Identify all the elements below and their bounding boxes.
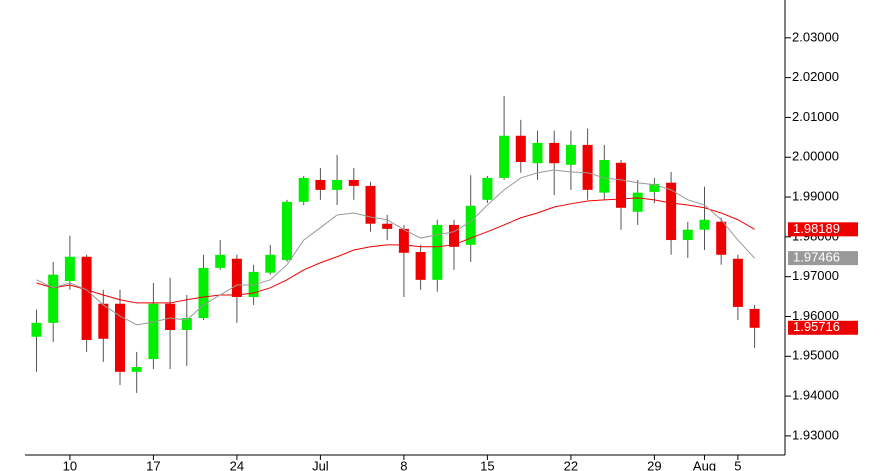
y-tick-label: 2.01000	[792, 109, 839, 124]
candle-body	[348, 179, 359, 186]
candle-body	[482, 177, 493, 200]
y-tick-label: 2.02000	[792, 69, 839, 84]
x-tick-label: 24	[230, 458, 244, 471]
candle-body	[31, 322, 42, 337]
moving-average-line	[36, 197, 755, 304]
candle-body	[666, 182, 677, 241]
candle-body	[81, 256, 92, 340]
x-tick-label: 29	[647, 458, 661, 471]
y-tick-label: 1.93000	[792, 427, 839, 442]
last-value-box	[788, 222, 858, 237]
x-tick-label: 8	[400, 458, 407, 471]
candle-body	[549, 142, 560, 164]
candle-body	[181, 318, 192, 331]
y-tick-label: 2.00000	[792, 149, 839, 164]
moving-average-line	[36, 169, 755, 326]
candle-body	[265, 254, 276, 273]
candle-body	[465, 205, 476, 245]
candle-body	[682, 229, 693, 241]
candle-body	[165, 303, 176, 331]
y-tick-label: 2.03000	[792, 29, 839, 44]
x-tick-label: Jul	[312, 458, 329, 471]
y-tick-label: 1.96000	[792, 308, 839, 323]
candle-body	[64, 256, 75, 282]
last-value-box	[788, 320, 858, 335]
candle-body	[298, 177, 309, 202]
candle-body	[231, 258, 242, 297]
candle-body	[699, 219, 710, 230]
candle-body	[398, 228, 409, 253]
candle-body	[332, 179, 343, 190]
candle-body	[616, 162, 626, 208]
candle-body	[732, 258, 743, 307]
candle-body	[382, 223, 393, 229]
candle-body	[449, 224, 459, 247]
candle-body	[432, 224, 443, 280]
candle-body	[499, 135, 510, 178]
last-value-label: 1.95716	[793, 319, 840, 334]
candle-body	[716, 221, 727, 255]
last-value-label: 1.98189	[793, 221, 840, 236]
x-tick-label: 22	[564, 458, 578, 471]
candle-body	[215, 254, 226, 268]
last-value-box	[788, 251, 858, 266]
y-tick-label: 1.94000	[792, 388, 839, 403]
candle-body	[365, 185, 376, 224]
candle-body	[532, 142, 543, 164]
x-tick-label: 5	[734, 458, 741, 471]
candle-body	[649, 183, 660, 192]
candle-body	[48, 274, 59, 323]
y-tick-label: 1.95000	[792, 348, 839, 363]
candle-body	[749, 308, 760, 328]
x-tick-label: 10	[63, 458, 77, 471]
candle-body	[198, 267, 209, 319]
candle-body	[148, 303, 159, 360]
last-value-label: 1.97466	[793, 250, 840, 265]
candle-body	[515, 135, 526, 163]
candle-body	[582, 144, 593, 190]
candle-body	[415, 251, 426, 280]
candle-body	[599, 160, 610, 193]
y-tick-label: 1.97000	[792, 268, 839, 283]
candle-body	[131, 367, 142, 372]
candle-body	[632, 192, 643, 212]
x-tick-label: Aug	[693, 458, 716, 471]
y-tick-label: 1.99000	[792, 188, 839, 203]
candle-body	[315, 179, 326, 190]
candle-body	[115, 303, 125, 372]
candle-body	[98, 303, 109, 339]
candle-body	[565, 144, 576, 165]
x-tick-label: 17	[146, 458, 160, 471]
candle-body	[248, 271, 259, 297]
candle-body	[282, 201, 292, 260]
x-tick-label: 15	[480, 458, 494, 471]
